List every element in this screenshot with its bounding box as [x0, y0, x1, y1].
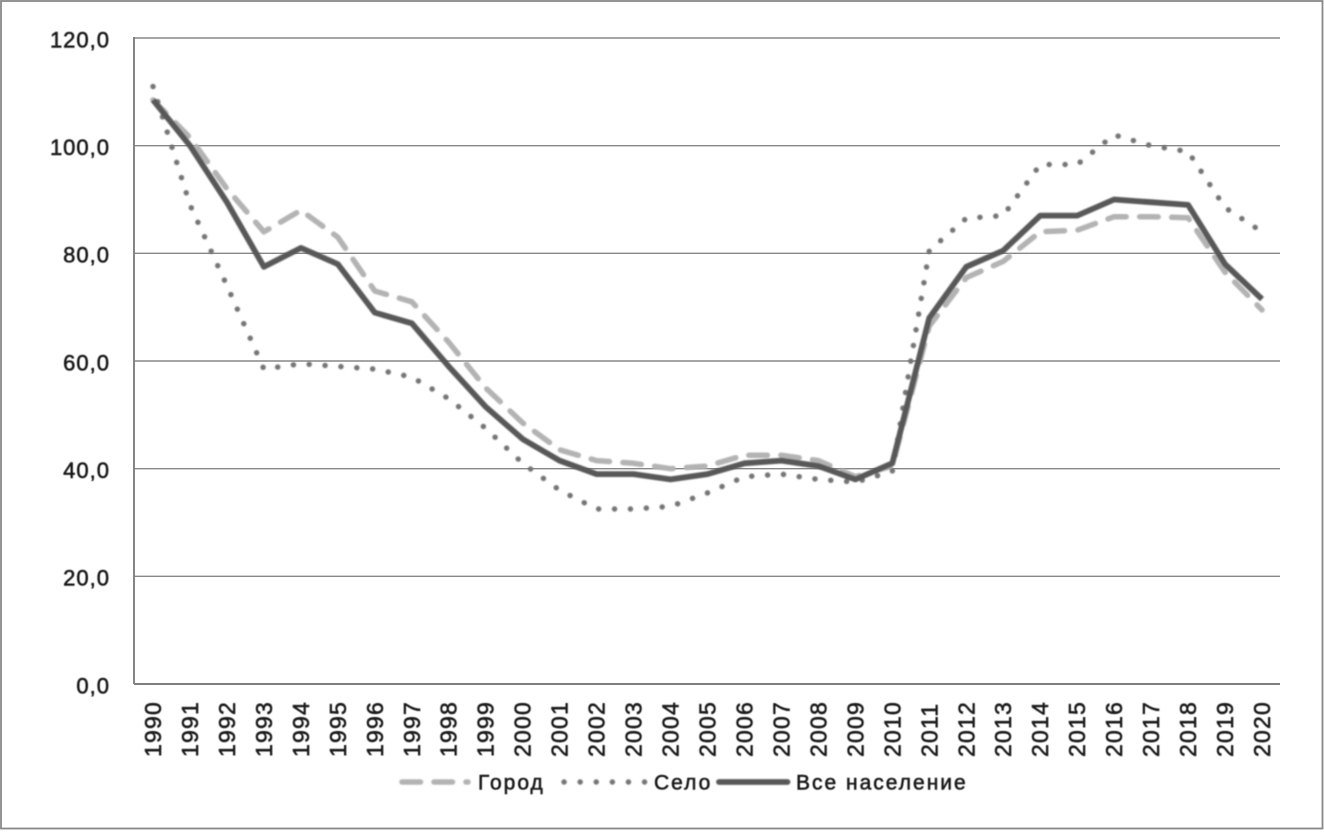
svg-text:1995: 1995	[325, 701, 351, 757]
svg-text:Село: Село	[654, 772, 712, 795]
svg-text:2013: 2013	[990, 701, 1016, 757]
svg-text:1993: 1993	[251, 701, 277, 757]
svg-text:60,0: 60,0	[63, 350, 110, 375]
svg-text:2006: 2006	[732, 701, 758, 757]
svg-text:2015: 2015	[1064, 701, 1090, 757]
svg-text:1994: 1994	[288, 701, 314, 757]
svg-text:1996: 1996	[362, 701, 388, 757]
svg-text:1999: 1999	[473, 701, 499, 757]
svg-text:1992: 1992	[214, 701, 240, 757]
svg-text:1998: 1998	[436, 701, 462, 757]
svg-text:2008: 2008	[805, 701, 831, 757]
svg-text:0,0: 0,0	[76, 673, 110, 698]
svg-text:120,0: 120,0	[50, 27, 110, 52]
svg-text:2014: 2014	[1027, 701, 1053, 757]
svg-text:2017: 2017	[1138, 701, 1164, 757]
svg-text:2000: 2000	[510, 701, 536, 757]
svg-text:2007: 2007	[768, 701, 794, 757]
svg-text:2012: 2012	[953, 701, 979, 757]
svg-text:2009: 2009	[842, 701, 868, 757]
svg-text:2016: 2016	[1101, 701, 1127, 757]
svg-text:1990: 1990	[140, 701, 166, 757]
svg-text:2019: 2019	[1212, 701, 1238, 757]
svg-text:20,0: 20,0	[63, 566, 110, 591]
svg-text:2004: 2004	[658, 701, 684, 757]
svg-text:2001: 2001	[547, 701, 573, 757]
svg-text:2003: 2003	[621, 701, 647, 757]
svg-text:100,0: 100,0	[50, 135, 110, 160]
svg-text:2010: 2010	[879, 701, 905, 757]
svg-text:1991: 1991	[177, 701, 203, 757]
svg-text:40,0: 40,0	[63, 458, 110, 483]
svg-text:2002: 2002	[584, 701, 610, 757]
svg-text:Город: Город	[478, 772, 545, 795]
svg-text:2018: 2018	[1175, 701, 1201, 757]
svg-text:80,0: 80,0	[63, 243, 110, 268]
svg-text:2011: 2011	[916, 703, 942, 757]
svg-text:2005: 2005	[695, 701, 721, 757]
svg-text:1997: 1997	[399, 701, 425, 757]
svg-text:Все население: Все население	[796, 772, 968, 795]
svg-text:2020: 2020	[1249, 701, 1275, 757]
